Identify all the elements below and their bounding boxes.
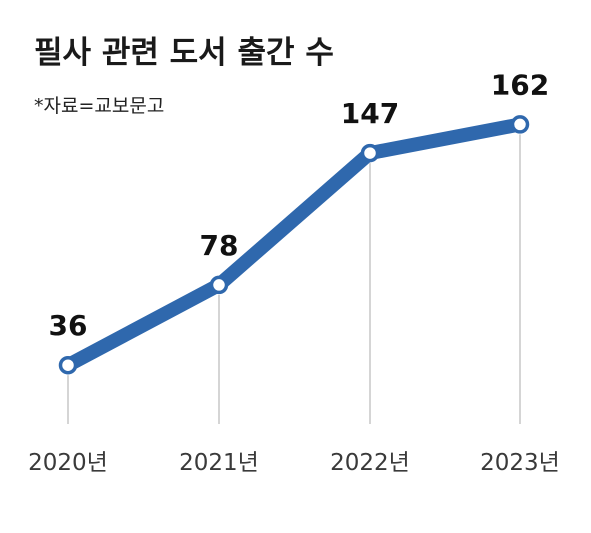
- data-labels: 36 78 147 162: [49, 68, 550, 342]
- x-tick-label: 2023년: [480, 450, 560, 476]
- data-label: 36: [49, 309, 88, 342]
- data-point: [209, 275, 229, 295]
- data-label: 162: [491, 68, 549, 101]
- series-line: [61, 117, 527, 373]
- chart-source-note: *자료=교보문고: [34, 95, 164, 117]
- data-label: 147: [341, 97, 399, 130]
- data-point: [510, 115, 530, 134]
- x-tick-label: 2020년: [28, 450, 108, 476]
- chart-title: 필사 관련 도서 출간 수: [34, 35, 334, 71]
- series-line-group: [61, 117, 527, 373]
- x-axis-tick-labels: 2020년 2021년 2022년 2023년: [28, 450, 560, 476]
- data-label: 78: [200, 229, 239, 262]
- x-tick-label: 2021년: [179, 450, 259, 476]
- x-tick-label: 2022년: [330, 450, 410, 476]
- data-point: [58, 355, 78, 375]
- guide-lines: [67, 134, 521, 424]
- data-markers: [58, 115, 530, 375]
- data-point: [360, 143, 380, 163]
